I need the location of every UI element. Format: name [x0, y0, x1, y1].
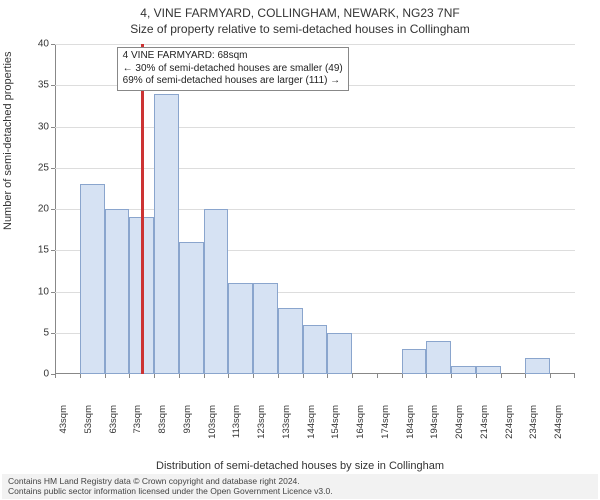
- x-tick-mark: [451, 374, 452, 378]
- x-tick-label: 113sqm: [231, 405, 242, 443]
- chart-title-address: 4, VINE FARMYARD, COLLINGHAM, NEWARK, NG…: [0, 0, 600, 20]
- y-tick-label: 15: [38, 245, 49, 256]
- x-tick-label: 224sqm: [504, 405, 515, 443]
- x-tick-label: 144sqm: [306, 405, 317, 443]
- x-tick-mark: [278, 374, 279, 378]
- x-tick-label: 73sqm: [132, 405, 143, 443]
- x-tick-mark: [525, 374, 526, 378]
- x-tick-label: 214sqm: [479, 405, 490, 443]
- histogram-bar: [327, 333, 352, 374]
- y-tick-mark: [51, 209, 55, 210]
- x-tick-mark: [501, 374, 502, 378]
- y-tick-label: 30: [38, 121, 49, 132]
- histogram-bar: [80, 184, 105, 374]
- annotation-title: 4 VINE FARMYARD: 68sqm: [123, 50, 343, 63]
- x-tick-mark: [228, 374, 229, 378]
- y-tick-mark: [51, 44, 55, 45]
- histogram-bar: [402, 349, 427, 374]
- y-tick-mark: [51, 250, 55, 251]
- y-tick-mark: [51, 168, 55, 169]
- x-tick-label: 244sqm: [553, 405, 564, 443]
- x-tick-mark: [426, 374, 427, 378]
- y-tick-mark: [51, 127, 55, 128]
- histogram-bar: [179, 242, 204, 374]
- plot-area: 051015202530354043sqm53sqm63sqm73sqm83sq…: [55, 44, 575, 414]
- x-tick-label: 164sqm: [355, 405, 366, 443]
- annotation-larger: 69% of semi-detached houses are larger (…: [123, 75, 343, 88]
- y-tick-label: 35: [38, 80, 49, 91]
- y-tick-mark: [51, 85, 55, 86]
- histogram-bar: [253, 283, 278, 374]
- x-tick-label: 154sqm: [330, 405, 341, 443]
- marker-line: [143, 44, 144, 374]
- x-tick-label: 53sqm: [83, 405, 94, 443]
- histogram-bar: [476, 366, 501, 374]
- x-tick-mark: [105, 374, 106, 378]
- grid-line: [55, 209, 575, 210]
- x-tick-label: 194sqm: [429, 405, 440, 443]
- x-tick-mark: [402, 374, 403, 378]
- x-tick-mark: [352, 374, 353, 378]
- x-tick-mark: [327, 374, 328, 378]
- x-tick-mark: [154, 374, 155, 378]
- x-tick-mark: [377, 374, 378, 378]
- histogram-bar: [228, 283, 253, 374]
- y-tick-label: 10: [38, 286, 49, 297]
- annotation-smaller: ← 30% of semi-detached houses are smalle…: [123, 63, 343, 76]
- x-tick-label: 43sqm: [58, 405, 69, 443]
- x-tick-mark: [204, 374, 205, 378]
- histogram-bar: [204, 209, 229, 374]
- grid-line: [55, 127, 575, 128]
- x-tick-label: 234sqm: [528, 405, 539, 443]
- histogram-bar: [303, 325, 328, 375]
- footer-line2: Contains public sector information licen…: [8, 486, 592, 497]
- x-tick-mark: [80, 374, 81, 378]
- y-tick-mark: [51, 292, 55, 293]
- x-tick-label: 83sqm: [157, 405, 168, 443]
- x-tick-label: 103sqm: [207, 405, 218, 443]
- x-tick-label: 133sqm: [281, 405, 292, 443]
- x-axis-label: Distribution of semi-detached houses by …: [0, 460, 600, 472]
- chart-container: 4, VINE FARMYARD, COLLINGHAM, NEWARK, NG…: [0, 0, 600, 500]
- x-tick-mark: [129, 374, 130, 378]
- x-tick-mark: [574, 374, 575, 378]
- attribution-footer: Contains HM Land Registry data © Crown c…: [2, 474, 598, 499]
- y-axis-label: Number of semi-detached properties: [2, 51, 14, 230]
- histogram-bar: [426, 341, 451, 374]
- y-tick-label: 20: [38, 204, 49, 215]
- x-tick-mark: [179, 374, 180, 378]
- histogram-bar: [154, 94, 179, 375]
- y-tick-label: 5: [43, 327, 49, 338]
- y-tick-mark: [51, 333, 55, 334]
- histogram-bar: [525, 358, 550, 375]
- x-tick-mark: [253, 374, 254, 378]
- chart-title-desc: Size of property relative to semi-detach…: [0, 20, 600, 36]
- x-tick-label: 204sqm: [454, 405, 465, 443]
- annotation-box: 4 VINE FARMYARD: 68sqm← 30% of semi-deta…: [117, 47, 349, 91]
- y-tick-label: 40: [38, 39, 49, 50]
- y-tick-label: 25: [38, 162, 49, 173]
- grid-line: [55, 168, 575, 169]
- x-tick-label: 174sqm: [380, 405, 391, 443]
- histogram-bar: [105, 209, 130, 374]
- x-tick-mark: [550, 374, 551, 378]
- histogram-bar: [451, 366, 476, 374]
- x-tick-mark: [476, 374, 477, 378]
- x-tick-mark: [303, 374, 304, 378]
- x-tick-label: 184sqm: [405, 405, 416, 443]
- histogram-bar: [278, 308, 303, 374]
- y-tick-label: 0: [43, 369, 49, 380]
- x-tick-mark: [55, 374, 56, 378]
- x-tick-label: 93sqm: [182, 405, 193, 443]
- grid-line: [55, 44, 575, 45]
- footer-line1: Contains HM Land Registry data © Crown c…: [8, 476, 592, 487]
- x-tick-label: 123sqm: [256, 405, 267, 443]
- x-tick-label: 63sqm: [108, 405, 119, 443]
